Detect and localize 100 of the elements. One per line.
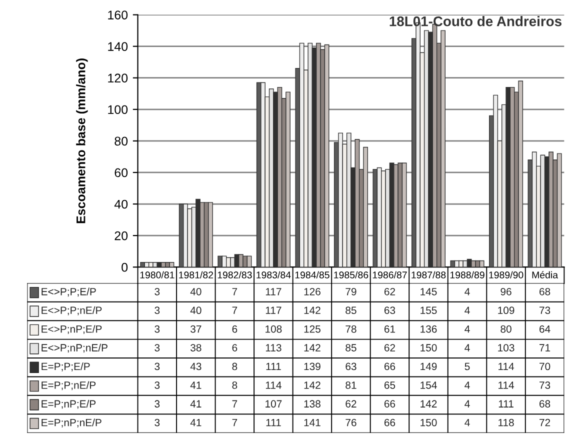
bar bbox=[479, 260, 484, 268]
data-label: 85 bbox=[346, 306, 356, 314]
data-label: 70 bbox=[540, 362, 550, 370]
bar bbox=[140, 262, 146, 268]
data-label: 40 bbox=[190, 306, 202, 314]
data-label: 3 bbox=[154, 288, 160, 296]
data-label: 150 bbox=[420, 418, 437, 426]
data-label: 76 bbox=[346, 418, 356, 426]
data-label: 149 bbox=[420, 362, 437, 370]
bar bbox=[152, 262, 158, 268]
data-label: 142 bbox=[304, 344, 320, 352]
y-tick-label: 0 bbox=[122, 262, 128, 272]
x-tick-label: 1981/82 bbox=[179, 271, 214, 278]
data-label: 111 bbox=[266, 419, 281, 426]
data-label: 66 bbox=[384, 362, 396, 370]
y-tick-label: 160 bbox=[108, 10, 128, 20]
bar bbox=[493, 94, 498, 268]
data-label: 61 bbox=[384, 325, 396, 333]
bar bbox=[165, 262, 170, 268]
y-tick-label: 120 bbox=[108, 74, 128, 83]
bar bbox=[506, 86, 511, 268]
legend-label: E<>P;P;E/P bbox=[42, 288, 96, 297]
y-tick-label: 20 bbox=[114, 231, 128, 240]
data-label: 4 bbox=[464, 306, 470, 314]
bar bbox=[230, 257, 236, 268]
bar bbox=[338, 132, 343, 268]
bar bbox=[246, 256, 252, 268]
y-tick-label: 40 bbox=[114, 200, 128, 209]
bar bbox=[308, 42, 313, 268]
data-label: 125 bbox=[304, 325, 320, 333]
y-axis-title: Escoamento base (mm/ano) bbox=[76, 58, 88, 224]
data-label: 126 bbox=[304, 288, 320, 296]
x-tick-label: 1988/89 bbox=[450, 271, 484, 278]
data-label: 118 bbox=[498, 418, 514, 426]
data-label: 80 bbox=[500, 325, 512, 333]
data-label: 117 bbox=[266, 306, 282, 314]
data-label: 65 bbox=[384, 381, 396, 389]
bar bbox=[440, 30, 446, 268]
data-label: 72 bbox=[540, 418, 550, 426]
data-label: 64 bbox=[540, 325, 550, 333]
bar bbox=[372, 168, 378, 268]
data-label: 3 bbox=[154, 381, 160, 389]
data-label: 4 bbox=[464, 344, 470, 352]
data-label: 114 bbox=[266, 382, 282, 389]
data-label: 4 bbox=[464, 400, 470, 408]
legend-label: E=P;nP;nE/P bbox=[42, 418, 102, 428]
data-label: 38 bbox=[190, 344, 202, 352]
y-tick-label: 80 bbox=[114, 136, 128, 146]
data-label: 138 bbox=[304, 400, 320, 408]
legend-label: E<>P;nP;nE/P bbox=[42, 344, 108, 353]
data-label: 6 bbox=[232, 325, 238, 333]
bar bbox=[398, 162, 403, 268]
y-tick-label: 140 bbox=[108, 42, 128, 51]
y-tick-label: 100 bbox=[108, 105, 128, 114]
data-label: 8 bbox=[232, 362, 238, 370]
data-label: 7 bbox=[232, 419, 238, 426]
data-label: 7 bbox=[232, 400, 238, 408]
data-label: 5 bbox=[464, 362, 470, 370]
data-label: 3 bbox=[154, 306, 160, 314]
data-label: 62 bbox=[384, 288, 396, 296]
data-label: 111 bbox=[266, 362, 281, 370]
data-label: 43 bbox=[190, 362, 202, 370]
data-label: 108 bbox=[266, 325, 282, 333]
data-label: 141 bbox=[304, 419, 320, 426]
data-label: 4 bbox=[464, 382, 470, 389]
data-label: 8 bbox=[232, 381, 238, 389]
bar bbox=[324, 44, 330, 268]
data-label: 6 bbox=[232, 344, 238, 352]
data-label: 3 bbox=[154, 362, 160, 370]
bar bbox=[242, 256, 248, 268]
data-label: 4 bbox=[464, 325, 470, 333]
data-label: 142 bbox=[304, 306, 320, 314]
data-label: 103 bbox=[498, 344, 514, 352]
data-label: 155 bbox=[420, 306, 437, 314]
bar bbox=[363, 146, 368, 268]
data-label: 37 bbox=[190, 325, 202, 333]
legend-label: E=P;nP;E/P bbox=[42, 400, 96, 409]
x-tick-label: 1982/83 bbox=[218, 271, 252, 278]
data-label: 4 bbox=[464, 288, 470, 296]
data-label: 107 bbox=[266, 400, 282, 408]
data-label: 3 bbox=[154, 400, 160, 408]
data-label: 96 bbox=[500, 288, 512, 296]
x-tick-label: 1984/85 bbox=[295, 271, 330, 278]
data-label: 3 bbox=[154, 344, 160, 352]
bar bbox=[200, 202, 205, 268]
data-label: 145 bbox=[420, 288, 437, 296]
data-label: 85 bbox=[346, 344, 356, 352]
data-label: 3 bbox=[154, 418, 160, 426]
data-label: 66 bbox=[384, 400, 396, 408]
bar bbox=[260, 82, 266, 268]
bar bbox=[208, 202, 213, 268]
x-tick-label: 1983/84 bbox=[256, 271, 291, 278]
data-label: 62 bbox=[346, 400, 356, 408]
data-label: 41 bbox=[190, 419, 202, 426]
data-label: 66 bbox=[384, 418, 396, 426]
data-label: 7 bbox=[232, 288, 238, 296]
bar bbox=[556, 153, 562, 268]
data-label: 41 bbox=[190, 382, 202, 389]
data-label: 68 bbox=[540, 400, 550, 408]
bar bbox=[169, 262, 174, 268]
